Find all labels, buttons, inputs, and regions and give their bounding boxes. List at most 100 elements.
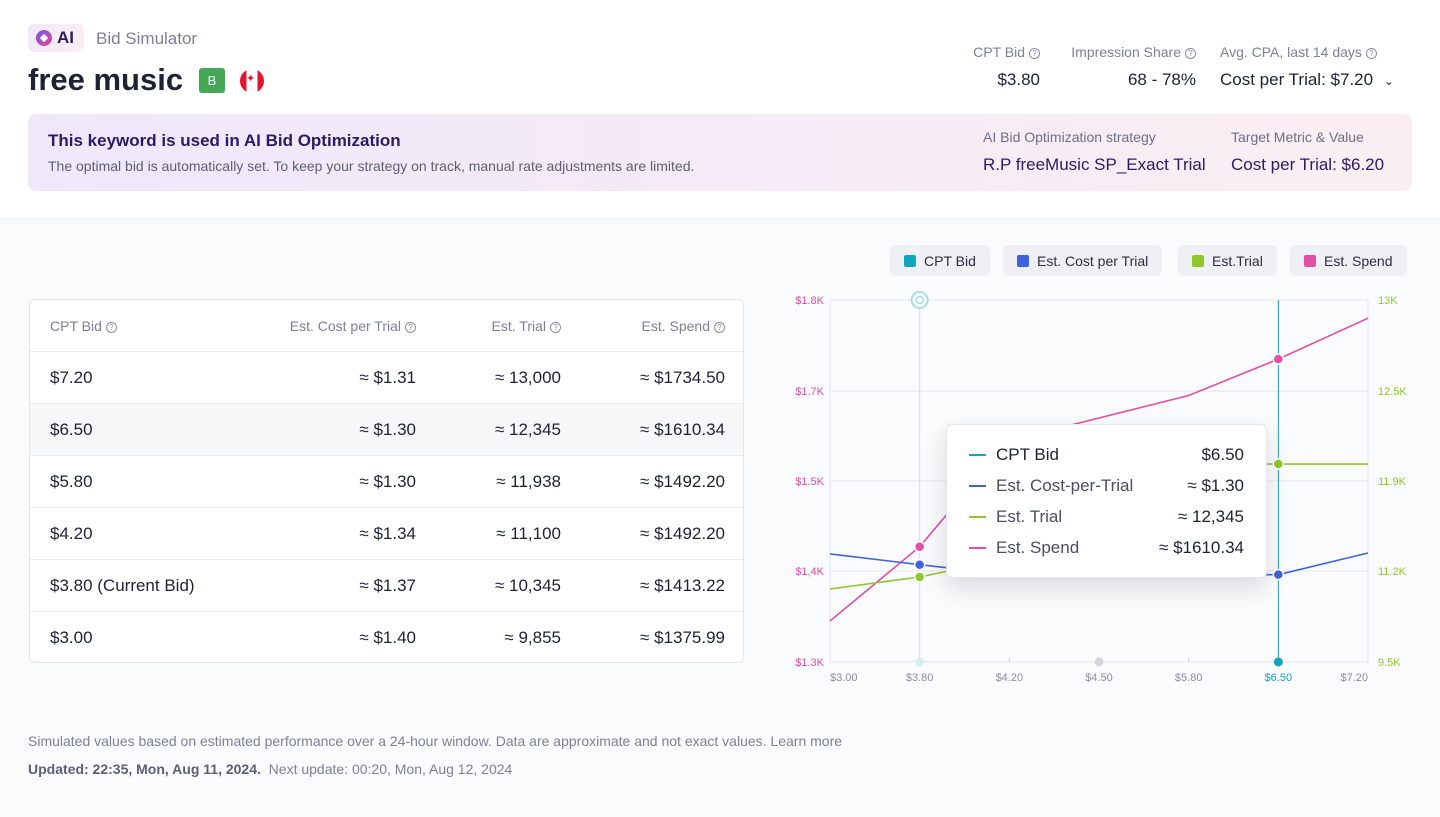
selected-bid-marker [1273, 657, 1283, 667]
right-tick-label: 13K [1378, 295, 1398, 307]
table-cell: ≈ 10,345 [494, 576, 561, 595]
legend-swatch [1192, 254, 1204, 267]
target-icon [910, 291, 929, 309]
table-cell: ≈ $1413.22 [640, 576, 725, 595]
tooltip-row: CPT Bid $6.50 [969, 443, 1244, 467]
canada-flag-icon [240, 69, 264, 93]
right-tick-label: 12.5K [1378, 386, 1407, 398]
legend-swatch [1017, 254, 1029, 267]
x-tick-label: $4.20 [996, 672, 1024, 684]
help-icon[interactable]: ? [1185, 48, 1196, 59]
table-row[interactable]: $3.00 ≈ $1.40 ≈ 9,855 ≈ $1375.99 [30, 612, 743, 662]
avg-cpa-dropdown[interactable]: Cost per Trial: $7.20 [1220, 70, 1374, 89]
banner-subtitle: The optimal bid is automatically set. To… [48, 158, 695, 174]
target-value: Cost per Trial: $6.20 [1231, 155, 1385, 174]
legend-label: Est. Cost per Trial [1037, 252, 1149, 269]
data-point [1272, 568, 1285, 581]
table-cell: ≈ 11,100 [496, 524, 561, 543]
banner-title: This keyword is used in AI Bid Optimizat… [48, 131, 401, 150]
table-row[interactable]: $6.50 ≈ $1.30 ≈ 12,345 ≈ $1610.34 [30, 404, 743, 456]
data-point [913, 540, 926, 553]
table-header: CPT Bid? Est. Cost per Trial? Est. Trial… [30, 300, 743, 352]
table-row[interactable]: $4.20 ≈ $1.34 ≈ 11,100 ≈ $1492.20 [30, 508, 743, 560]
bid-table: CPT Bid? Est. Cost per Trial? Est. Trial… [29, 299, 744, 663]
legend-spend[interactable]: Est. Spend [1290, 245, 1407, 276]
table-cell: ≈ $1492.20 [640, 472, 725, 491]
table-cell: ≈ $1.30 [359, 420, 416, 439]
table-cell: ≈ $1492.20 [640, 524, 725, 543]
col-trial[interactable]: Est. Trial? [492, 300, 561, 352]
table-cell: ≈ $1375.99 [640, 628, 725, 647]
table-cell: $7.20 [50, 368, 93, 387]
data-point [1272, 458, 1285, 470]
current-bid-marker [915, 657, 925, 667]
updated-time: Updated: 22:35, Mon, Aug 11, 2024. [28, 761, 261, 777]
left-tick-label: $1.3K [795, 657, 824, 669]
stat-label: Impression Share [1071, 44, 1181, 60]
help-icon[interactable]: ? [714, 322, 725, 333]
match-type-badge: B [199, 68, 225, 93]
table-cell: ≈ 12,345 [494, 420, 561, 439]
right-tick-label: 11.2K [1378, 566, 1407, 578]
tooltip-row: Est. Trial ≈ 12,345 [969, 505, 1244, 529]
legend-label: Est. Spend [1324, 252, 1393, 269]
tooltip-row: Est. Spend ≈ $1610.34 [969, 536, 1244, 560]
table-cell: ≈ $1.37 [359, 576, 416, 595]
data-point [913, 558, 926, 571]
x-tick-label: $3.80 [906, 672, 934, 684]
legend-label: Est.Trial [1212, 252, 1263, 269]
target-label: Target Metric & Value [1231, 129, 1364, 145]
help-icon[interactable]: ? [105, 322, 117, 333]
x-tick-label: $5.80 [1175, 672, 1203, 684]
table-row[interactable]: $3.80 (Current Bid) ≈ $1.37 ≈ 10,345 ≈ $141… [30, 560, 743, 612]
col-spend[interactable]: Est. Spend? [642, 300, 725, 352]
disclaimer: Simulated values based on estimated perf… [28, 733, 843, 749]
help-icon[interactable]: ? [405, 322, 416, 333]
chevron-down-icon[interactable]: ⌄ [1383, 74, 1394, 88]
table-row[interactable]: $7.20 ≈ $1.31 ≈ 13,000 ≈ $1734.50 [30, 352, 743, 404]
update-info: Updated: 22:35, Mon, Aug 11, 2024. Next … [28, 761, 512, 777]
series-line-icon [969, 454, 986, 456]
left-tick-label: $1.5K [795, 476, 824, 488]
table-cell: ≈ $1.34 [359, 524, 416, 543]
table-cell: ≈ 11,938 [496, 472, 561, 491]
header-panel: AI Bid Simulator free music B CPT Bid? $3… [0, 0, 1440, 218]
table-cell: $3.80 (Current Bid) [50, 576, 195, 595]
strategy-value[interactable]: R.P freeMusic SP_Exact Trial [983, 155, 1206, 174]
breadcrumb[interactable]: Bid Simulator [96, 29, 198, 48]
legend-trial[interactable]: Est.Trial [1178, 245, 1277, 276]
table-row[interactable]: $5.80 ≈ $1.30 ≈ 11,938 ≈ $1492.20 [30, 456, 743, 508]
legend-label: CPT Bid [924, 252, 976, 269]
chart-tooltip: CPT Bid $6.50 Est. Cost-per-Trial ≈ $1.30 … [946, 424, 1267, 578]
x-tick-label: $6.50 [1265, 672, 1293, 684]
series-line-icon [969, 516, 986, 518]
stat-label: CPT Bid [973, 44, 1025, 60]
table-cell: $3.00 [50, 628, 93, 647]
col-cpt-bid[interactable]: CPT Bid? [50, 300, 117, 352]
target-icon-inner [915, 295, 924, 305]
x-tick-label: $3.00 [830, 672, 858, 684]
legend-cpt-bid[interactable]: CPT Bid [890, 245, 990, 276]
help-icon[interactable]: ? [1029, 48, 1040, 59]
help-icon[interactable]: ? [550, 322, 561, 333]
legend-cost-per-trial[interactable]: Est. Cost per Trial [1003, 245, 1163, 276]
table-cell: ≈ $1.30 [359, 472, 416, 491]
x-tick-label: $7.20 [1340, 672, 1368, 684]
table-cell: ≈ $1610.34 [640, 420, 725, 439]
table-cell: ≈ $1734.50 [640, 368, 725, 387]
table-cell: $5.80 [50, 472, 93, 491]
help-icon[interactable]: ? [1365, 48, 1377, 59]
stat-label: Avg. CPA, last 14 days [1220, 44, 1362, 60]
page-title: free music [28, 62, 184, 97]
stat-avg-cpa[interactable]: Avg. CPA, last 14 days? Cost per Trial: $… [1220, 44, 1394, 90]
bid-marker [1094, 657, 1104, 667]
left-tick-label: $1.7K [795, 386, 824, 398]
strategy-label: AI Bid Optimization strategy [983, 129, 1156, 145]
legend-swatch [904, 254, 916, 267]
col-cost-per-trial[interactable]: Est. Cost per Trial? [290, 300, 416, 352]
ai-label: AI [57, 28, 74, 47]
ai-badge: AI [28, 24, 84, 52]
data-point [1272, 353, 1285, 365]
ai-optimization-banner: This keyword is used in AI Bid Optimizat… [28, 114, 1412, 191]
